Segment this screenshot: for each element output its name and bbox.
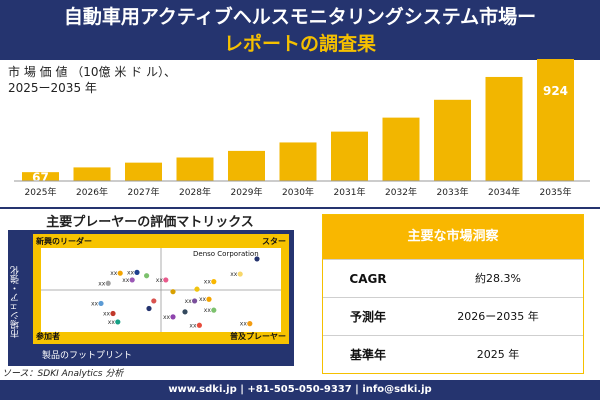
bar-2031年 <box>331 131 368 181</box>
x-tick-label: 2031年 <box>334 186 366 198</box>
section-divider <box>0 207 600 209</box>
insight-key: CAGR <box>349 272 387 286</box>
matrix-point <box>110 310 116 317</box>
x-tick-label: 2025年 <box>25 186 57 198</box>
matrix-point-label: xx <box>91 300 99 307</box>
chart-caption: 市 場 価 値 （10億 米 ド ル）、 2025ー2035 年 <box>8 64 176 96</box>
matrix-point-label: xx <box>127 269 135 276</box>
insight-row-cagr: CAGR 約28.3% <box>323 259 583 297</box>
matrix-point-label: xx <box>103 311 111 318</box>
bar-2028年 <box>176 157 214 181</box>
contact-footer: www.sdki.jp | +81-505-050-9337 | info@sd… <box>0 380 600 400</box>
bar-data-label: 924 <box>543 84 568 98</box>
matrix-point-label: xx <box>204 307 212 314</box>
x-tick-label: 2033年 <box>437 186 469 198</box>
matrix-point-label: xx <box>185 298 193 305</box>
insights-title: 主要な市場洞察 <box>323 215 583 259</box>
bar-2029年 <box>228 150 265 181</box>
x-tick-label: 2029年 <box>231 186 263 198</box>
bar-2027年 <box>125 162 162 181</box>
x-tick-label: 2032年 <box>385 186 417 198</box>
matrix-point <box>170 314 176 320</box>
bar-2033年 <box>434 99 471 181</box>
insight-row-forecast: 予測年 2026ー2035 年 <box>323 297 583 335</box>
matrix-point-label: xx <box>98 280 106 287</box>
page-title: 自動車用アクティブヘルスモニタリングシステム市場ー <box>63 6 537 28</box>
insight-row-base-year: 基準年 2025 年 <box>323 335 583 373</box>
matrix-point-label: xx <box>204 279 212 286</box>
matrix-point <box>98 300 104 307</box>
bar-2035年 <box>537 59 574 181</box>
bar-2025年 <box>22 172 59 181</box>
quadrant-bottom-right-label: 普及プレーヤー <box>230 332 286 341</box>
matrix-point-label: xx <box>230 271 238 278</box>
x-tick-label: 2026年 <box>76 186 108 198</box>
page-subtitle: レポートの調査果 <box>223 33 376 55</box>
matrix-point-label: xx <box>156 277 164 284</box>
bar-2026年 <box>73 167 111 181</box>
insight-value: 2026ー2035 年 <box>457 310 539 323</box>
matrix-point-label: xx <box>189 322 197 329</box>
matrix-point <box>247 321 253 327</box>
matrix-point-label: xx <box>240 321 248 328</box>
matrix-point <box>196 322 202 328</box>
market-insights-panel: 主要な市場洞察 CAGR 約28.3% 予測年 2026ー2035 年 基準年 … <box>322 214 584 374</box>
matrix-point <box>105 280 111 286</box>
insight-key: 基準年 <box>349 348 386 362</box>
matrix-point <box>117 270 123 276</box>
matrix-point <box>237 271 243 277</box>
x-tick-label: 2028年 <box>179 186 211 198</box>
x-tick-label: 2035年 <box>540 186 572 198</box>
matrix-point <box>134 269 140 275</box>
bar-data-label: 67 <box>32 171 49 185</box>
bar-2034年 <box>485 76 523 181</box>
x-tick-label: 2030年 <box>282 186 314 198</box>
matrix-point <box>163 277 169 283</box>
source-note: ソース：SDKI Analytics 分析 <box>2 369 124 379</box>
matrix-point <box>206 296 212 302</box>
quadrant-bottom-left-label: 参加者 <box>36 332 60 341</box>
matrix-point-label: xx <box>163 314 171 321</box>
matrix-point <box>129 277 135 283</box>
insight-value: 2025 年 <box>476 348 520 361</box>
matrix-point-label: xx <box>108 319 116 326</box>
matrix-point <box>182 309 188 315</box>
matrix-point <box>151 298 157 304</box>
matrix-point <box>211 307 217 313</box>
quadrant-top-left-label: 新興のリーダー <box>36 237 92 246</box>
matrix-axis-y-label: 市場シェア・強化 <box>11 266 21 338</box>
matrix-title: 主要プレーヤーの評価マトリックス <box>46 215 254 230</box>
matrix-point <box>194 286 200 292</box>
matrix-point <box>170 289 176 295</box>
matrix-point <box>211 279 217 285</box>
insight-key: 予測年 <box>349 310 386 324</box>
quadrant-top-right-label: スター <box>262 237 286 246</box>
report-header: 自動車用アクティブヘルスモニタリングシステム市場ー レポートの調査果 <box>0 0 600 60</box>
matrix-point <box>144 273 150 279</box>
matrix-point-label: xx <box>122 277 130 284</box>
highlight-company-label: Denso Corporation <box>193 250 259 258</box>
matrix-plot-area: xx xx xx xx xx xx xx xx xx xx xx xx xx xx xx xx 新興のリーダー… <box>33 234 289 344</box>
x-tick-label: 2027年 <box>128 186 160 198</box>
matrix-point <box>146 305 152 312</box>
bar-2032年 <box>382 117 420 181</box>
matrix-point <box>254 256 260 262</box>
matrix-point <box>115 319 121 325</box>
chart-caption-line2: 2025ー2035 年 <box>8 81 97 95</box>
matrix-point-label: xx <box>199 296 207 303</box>
matrix-point-label: xx <box>110 270 118 277</box>
chart-caption-line1: 市 場 価 値 （10億 米 ド ル）、 <box>8 65 176 79</box>
insight-value: 約28.3% <box>475 272 521 285</box>
matrix-axis-x-label: 製品のフットプリント <box>42 351 133 361</box>
x-tick-label: 2034年 <box>488 186 520 198</box>
matrix-point <box>192 298 198 304</box>
bar-2030年 <box>279 142 317 181</box>
